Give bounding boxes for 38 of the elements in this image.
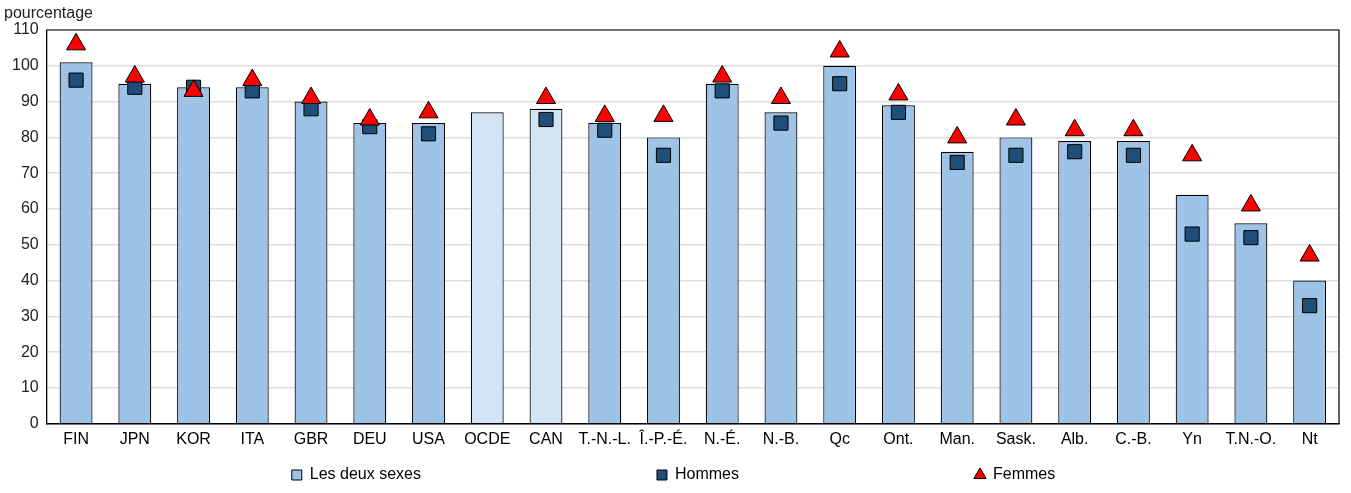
x-tick-label: Man.: [939, 429, 975, 447]
y-tick-label: 30: [20, 306, 39, 324]
y-tick-label: 50: [20, 235, 39, 253]
x-tick-label: Alb.: [1060, 429, 1089, 447]
y-tick-label: 110: [13, 20, 39, 38]
x-tick-label: T.N.-O.: [1225, 429, 1277, 447]
x-tick-label: GBR: [293, 429, 329, 447]
x-tick-label: Qc: [829, 429, 850, 447]
legend-label: Femmes: [992, 465, 1056, 483]
y-tick-label: 20: [20, 342, 39, 360]
y-axis-title: pourcentage: [4, 4, 94, 22]
y-tick-label: 0: [29, 414, 39, 432]
x-tick-label: OCDE: [464, 429, 511, 447]
y-tick-label: 70: [20, 163, 39, 181]
x-tick-label: DEU: [352, 429, 387, 447]
x-tick-label: Yn: [1182, 429, 1202, 447]
x-tick-label: C.-B.: [1115, 429, 1152, 447]
x-tick-label: Sask.: [995, 429, 1036, 447]
y-tick-label: 60: [20, 199, 39, 217]
legend-label: Les deux sexes: [309, 465, 645, 483]
y-tick-label: 80: [20, 127, 39, 145]
x-tick-label: Nt: [1301, 429, 1319, 447]
legend-label: Hommes: [674, 465, 963, 483]
y-tick-label: 100: [11, 56, 39, 74]
x-tick-label: JPN: [119, 429, 150, 447]
x-tick-label: FIN: [63, 429, 89, 447]
x-tick-label: ITA: [240, 429, 265, 447]
x-tick-label: Î.-P.-É.: [638, 428, 688, 447]
y-tick-label: 40: [20, 271, 39, 289]
x-tick-label: N.-B.: [762, 429, 800, 447]
x-tick-label: N.-É.: [703, 428, 741, 447]
x-tick-label: CAN: [529, 429, 563, 447]
x-tick-label: Ont.: [883, 429, 914, 447]
y-tick-label: 10: [20, 378, 39, 396]
x-tick-label: USA: [412, 429, 446, 447]
y-tick-label: 90: [20, 92, 39, 110]
x-tick-label: T.-N.-L.: [578, 429, 631, 447]
x-tick-label: KOR: [176, 429, 211, 447]
